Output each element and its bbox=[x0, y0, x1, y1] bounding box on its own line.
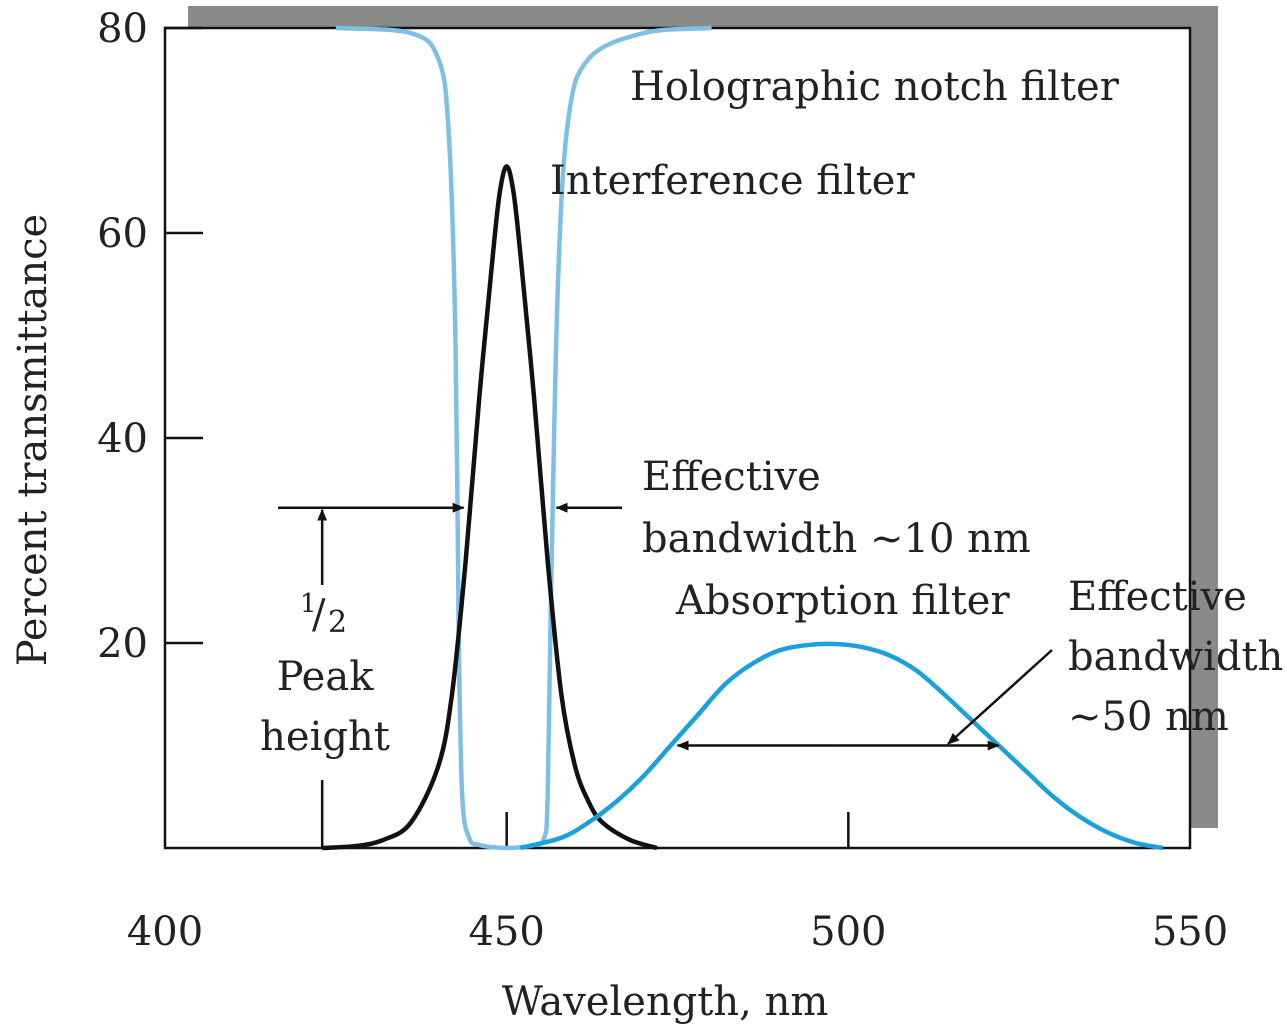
half-fraction-numerator: 1 bbox=[300, 589, 317, 619]
x-tick-label: 550 bbox=[1152, 909, 1228, 955]
absorption-filter-curve bbox=[519, 641, 1164, 851]
frame-shadow-top bbox=[188, 6, 1218, 28]
interference-label: Interference filter bbox=[550, 158, 915, 204]
y-tick-label: 60 bbox=[97, 211, 148, 257]
effective-bw-50-line2: bandwidth bbox=[1068, 634, 1283, 680]
half-fraction-denominator: 2 bbox=[328, 605, 347, 640]
plot-area bbox=[163, 26, 1192, 850]
absorption-label: Absorption filter bbox=[675, 578, 1010, 624]
y-tick-label: 40 bbox=[97, 416, 148, 462]
y-axis-ticks: 20 40 60 80 bbox=[97, 6, 203, 667]
effective-bw-50-line1: Effective bbox=[1068, 574, 1247, 620]
x-tick-label: 400 bbox=[127, 909, 203, 955]
interference-filter-curve bbox=[322, 164, 658, 851]
peak-label-line2: height bbox=[260, 714, 390, 760]
series-lines bbox=[322, 25, 1164, 851]
x-tick-label: 450 bbox=[468, 909, 544, 955]
peak-label-line1: Peak bbox=[277, 654, 375, 700]
x-axis-title: Wavelength, nm bbox=[502, 979, 829, 1025]
effective-bw-10-line2: bandwidth ~10 nm bbox=[642, 516, 1031, 562]
frame-shadow-right bbox=[1190, 6, 1218, 828]
bw50-pointer-arrow bbox=[947, 649, 1053, 745]
holographic-filter-curve bbox=[335, 25, 712, 851]
half-fraction-slash: / bbox=[312, 592, 326, 638]
bandwidth-markers bbox=[278, 502, 1000, 848]
x-tick-label: 500 bbox=[810, 909, 886, 955]
effective-bw-10-line1: Effective bbox=[642, 454, 821, 500]
holographic-label: Holographic notch filter bbox=[630, 64, 1120, 110]
y-tick-label: 80 bbox=[97, 6, 148, 52]
y-axis-title: Percent transmittance bbox=[10, 214, 56, 666]
x-axis-ticks: 400 450 500 550 bbox=[127, 812, 1228, 955]
y-tick-label: 20 bbox=[97, 621, 148, 667]
effective-bw-50-line3: ~50 nm bbox=[1068, 694, 1229, 740]
